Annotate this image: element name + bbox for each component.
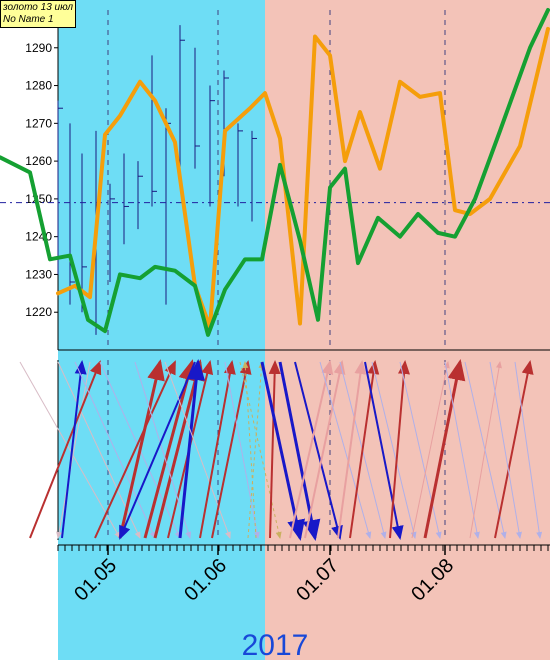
svg-text:1260: 1260 <box>25 154 52 168</box>
chart-canvas: 1220123012401250126012701280129001.0501.… <box>0 0 550 660</box>
svg-text:1280: 1280 <box>25 79 52 93</box>
svg-text:1290: 1290 <box>25 41 52 55</box>
legend-box: золото 13 июл No Name 1 <box>0 0 76 28</box>
svg-text:1240: 1240 <box>25 230 52 244</box>
svg-text:2017: 2017 <box>242 629 309 660</box>
svg-text:1220: 1220 <box>25 305 52 319</box>
svg-text:1230: 1230 <box>25 267 52 281</box>
legend-line-1: золото 13 июл <box>3 2 73 14</box>
svg-text:1270: 1270 <box>25 116 52 130</box>
legend-line-2: No Name 1 <box>3 14 73 26</box>
